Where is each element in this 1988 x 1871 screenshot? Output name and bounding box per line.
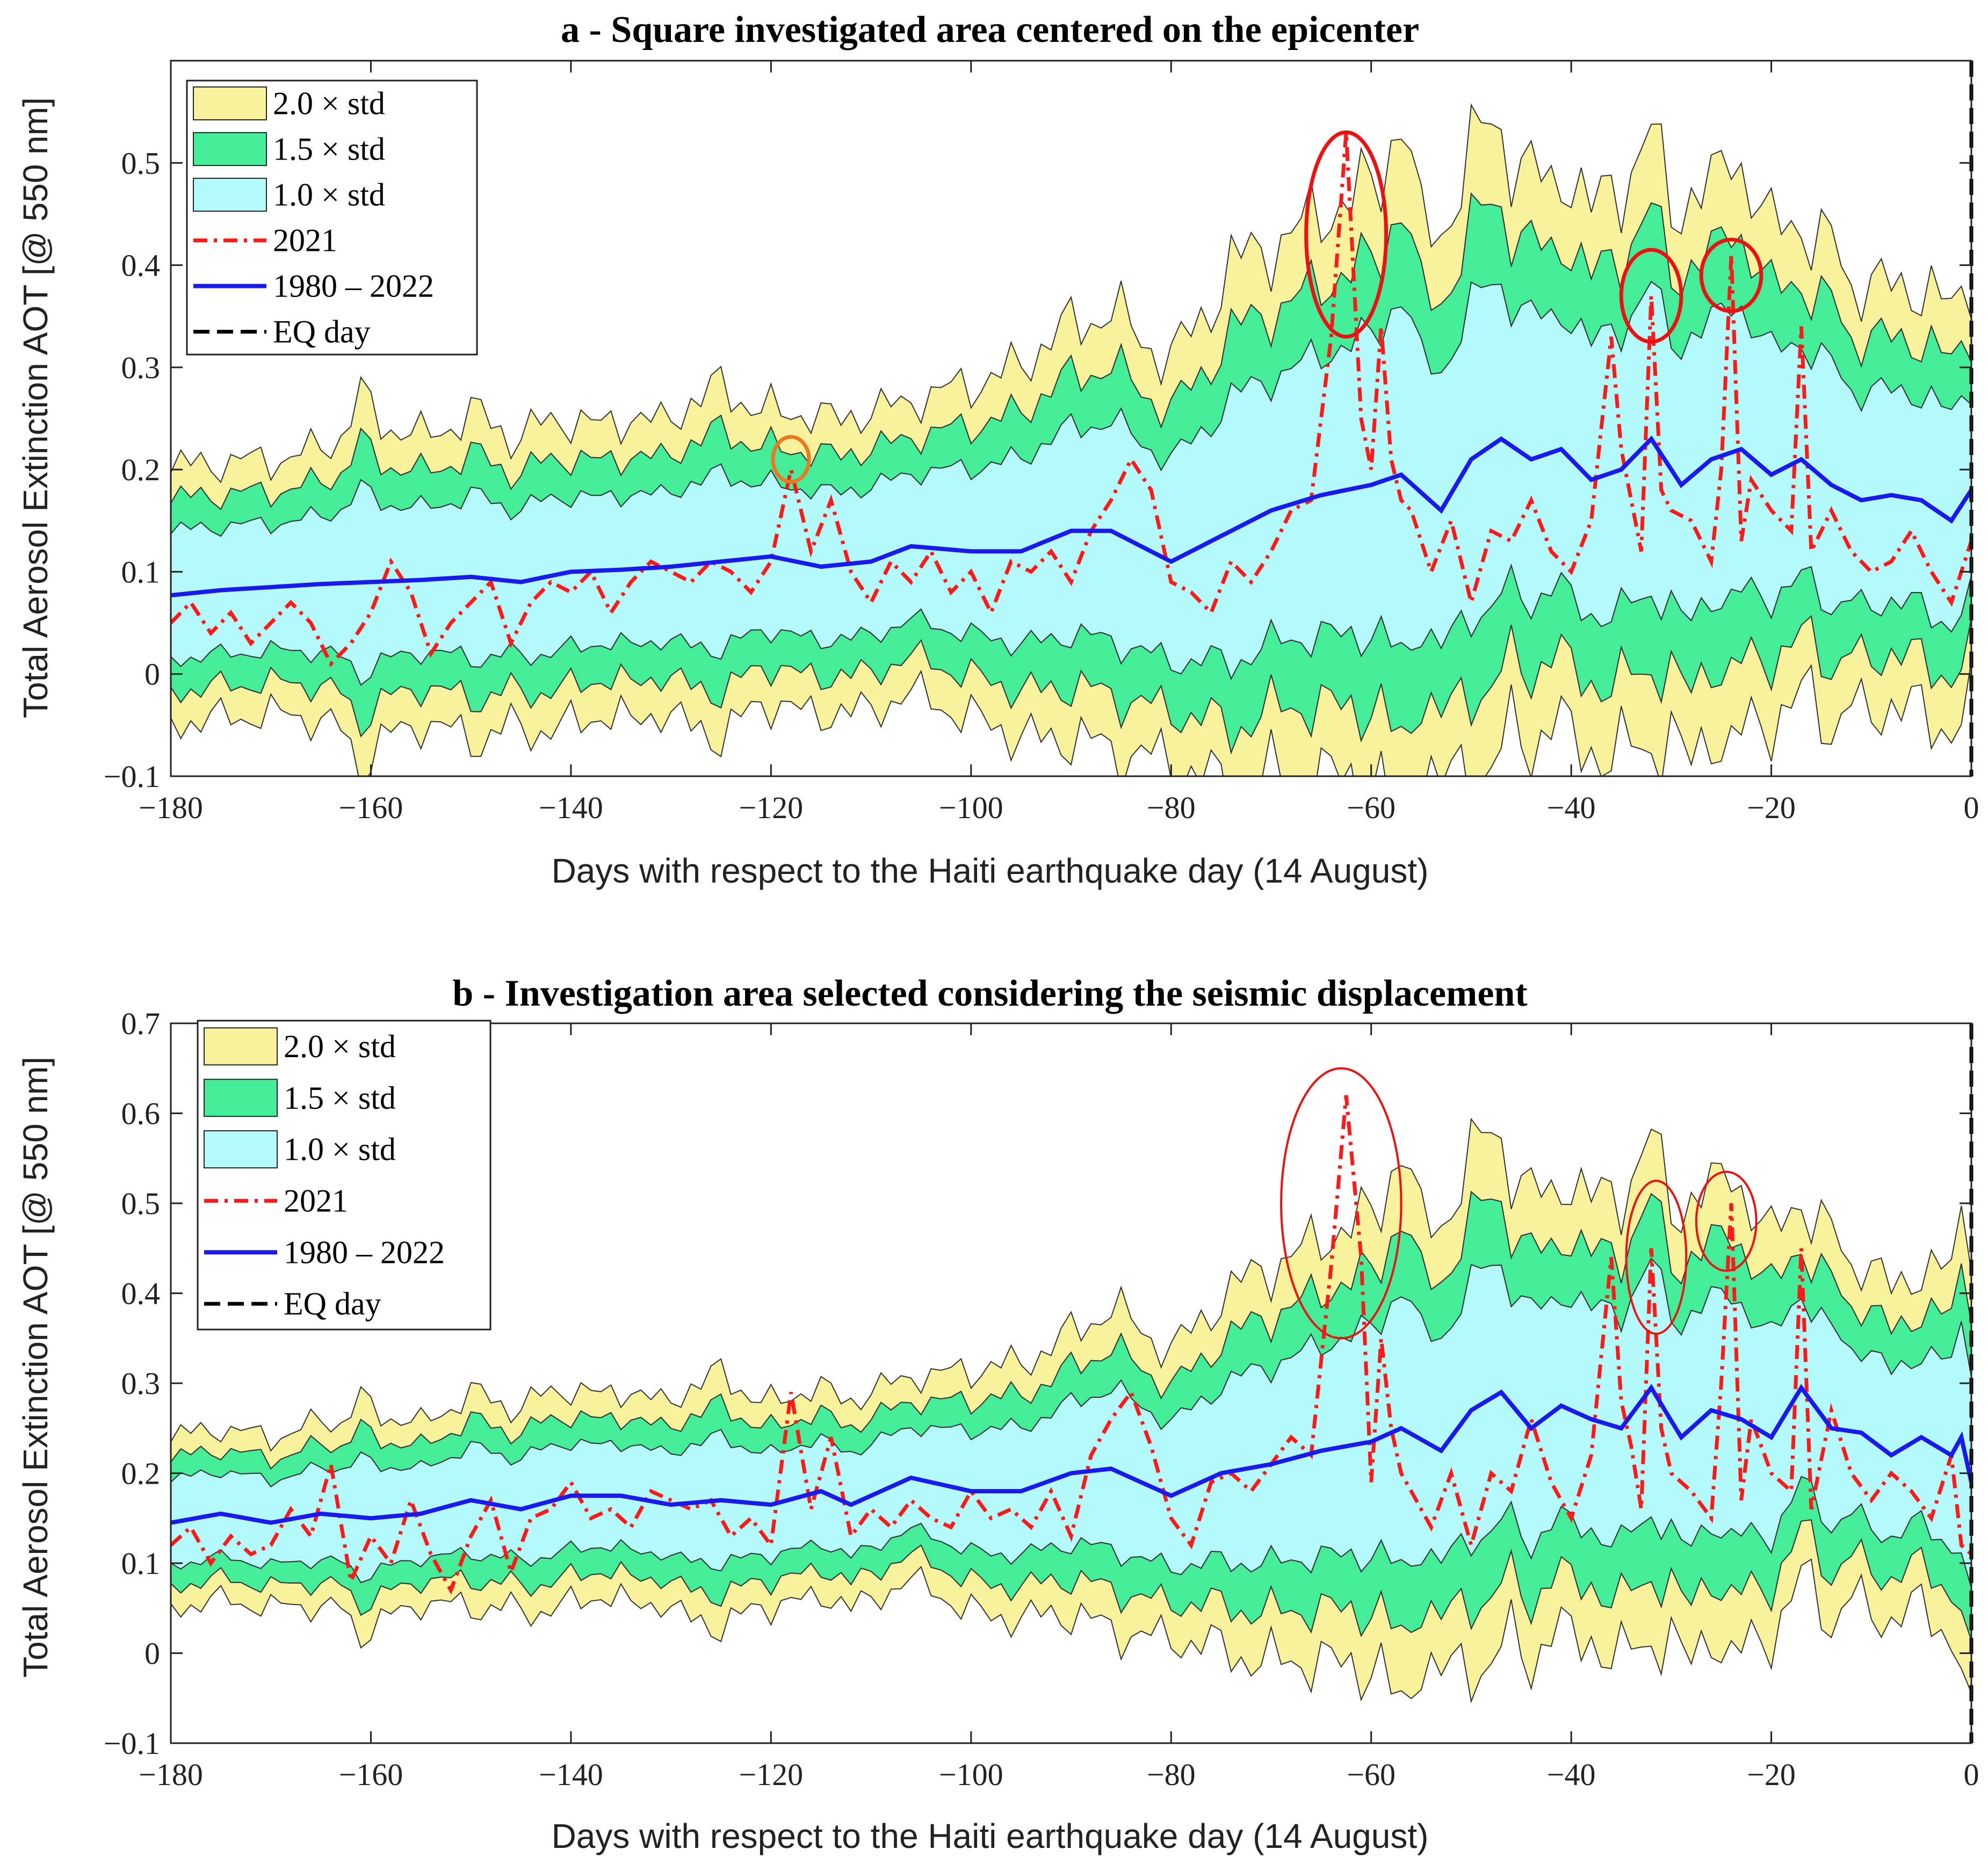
panel-a-highlight-circle-1 <box>1304 130 1389 339</box>
panel-a-legend-swatch <box>193 132 267 167</box>
panel-a-data-area <box>171 103 1971 776</box>
panel-a-title: a - Square investigated area centered on… <box>561 9 1419 50</box>
panel-b-legend-swatch <box>204 1130 278 1169</box>
panel-b-ytick-label: 0.3 <box>121 1366 161 1401</box>
panel-a-xtick-label: −120 <box>739 790 803 825</box>
panel-a-xtick-label: −20 <box>1747 790 1796 825</box>
panel-a-legend-label: 2021 <box>273 223 337 258</box>
panel-b-xtick-label: −100 <box>939 1757 1003 1792</box>
panel-b-legend-swatch <box>204 1027 278 1066</box>
panel-a-xtick-label: −40 <box>1547 790 1596 825</box>
panel-b-highlight-circle-2 <box>1625 1180 1688 1335</box>
panel-a-legend-label: 2.0 × std <box>273 86 385 121</box>
panel-a-legend-swatch <box>193 177 267 212</box>
panel-b-xtick-label: −20 <box>1747 1757 1796 1792</box>
panel-a-legend-label: 1.5 × std <box>273 132 385 167</box>
panel-b-band-1std <box>171 1258 1971 1588</box>
panel-b-ytick-label: −0.1 <box>104 1726 160 1761</box>
panel-a-xtick-label: −180 <box>139 790 203 825</box>
panel-b-legend-label: 1.5 × std <box>284 1080 396 1116</box>
panel-a-legend-label: EQ day <box>273 314 371 350</box>
panel-b-highlight-circle-3 <box>1695 1171 1758 1272</box>
panel-a-band-1std <box>171 280 1971 686</box>
panel-b-legend-label: EQ day <box>284 1286 381 1321</box>
panel-a-xtick-label: −140 <box>539 790 603 825</box>
panel-b-ytick-label: 0.6 <box>121 1096 161 1131</box>
panel-b-ytick-label: 0.2 <box>121 1456 161 1491</box>
panel-a-ytick-label: 0.4 <box>121 248 161 283</box>
panel-b-xtick-label: −40 <box>1547 1757 1596 1792</box>
panel-a-xtick-label: 0 <box>1964 790 1979 825</box>
panel-b-xtick-label: −180 <box>139 1757 203 1792</box>
panel-a-ytick-label: −0.1 <box>104 759 160 794</box>
panel-b: b - Investigation area selected consider… <box>16 973 1979 1855</box>
panel-b-legend-label: 1.0 × std <box>284 1132 396 1167</box>
panel-b-legend: 2.0 × std 1.5 × std 1.0 × std 2021 1980 – 20… <box>197 1020 491 1331</box>
panel-b-xtick-label: −80 <box>1147 1757 1196 1792</box>
panel-b-xtick-label: −120 <box>739 1757 803 1792</box>
panel-a-highlight-circle-3 <box>1699 237 1763 313</box>
panel-b-plot: −180 −160 −140 −120 −100 −80 −60 −40 −20 0 −0.1 0 0.… <box>104 1006 1979 1792</box>
panel-a-ytick-label: 0 <box>144 657 160 692</box>
panel-b-xtick-label: 0 <box>1964 1757 1979 1792</box>
panel-b-ytick-label: 0.7 <box>121 1006 161 1041</box>
panel-b-series-2021 <box>171 1095 1971 1595</box>
panel-a-legend-label: 1.0 × std <box>273 177 385 213</box>
panel-a-ytick-label: 0.5 <box>121 146 161 180</box>
panel-b-legend-label: 2.0 × std <box>284 1029 396 1064</box>
panel-a-xtick-label: −80 <box>1147 790 1196 825</box>
panel-a-series-mean <box>171 435 1971 598</box>
panel-a-plot: −180 −160 −140 −120 −100 −80 −60 −40 −20 0 −0.1 0 0.… <box>104 60 1979 825</box>
panel-b-title: b - Investigation area selected consider… <box>452 973 1527 1014</box>
panel-b-ylabel: Total Aerosol Extinction AOT [@ 550 nm] <box>16 1057 55 1678</box>
panel-b-xtick-label: −60 <box>1347 1757 1396 1792</box>
panel-a-xtick-label: −100 <box>939 790 1003 825</box>
panel-b-highlight-circle-1 <box>1280 1067 1403 1340</box>
panel-b-legend-box <box>197 1020 491 1331</box>
panel-a-axes-box <box>170 60 1972 777</box>
panel-b-ytick-label: 0.5 <box>121 1186 161 1221</box>
panel-a-ytick-label: 0.1 <box>121 554 161 589</box>
panel-b-legend-label: 1980 – 2022 <box>284 1234 445 1270</box>
panel-a-highlight-circle-2 <box>1619 248 1683 344</box>
panel-a-legend-box <box>186 80 478 356</box>
panel-b-xlabel: Days with respect to the Haiti earthquak… <box>552 1817 1429 1855</box>
panel-a-xtick-label: −160 <box>339 790 403 825</box>
panel-a-ytick-label: 0.3 <box>121 350 161 385</box>
panel-a: a - Square investigated area centered on… <box>16 9 1979 890</box>
panel-b-legend-swatch <box>204 1079 278 1117</box>
panel-a-legend-swatch <box>193 86 267 121</box>
panel-a-legend-label: 1980 – 2022 <box>273 269 434 304</box>
panel-a-xlabel: Days with respect to the Haiti earthquak… <box>552 851 1429 890</box>
panel-a-xtick-label: −60 <box>1347 790 1396 825</box>
panel-b-ytick-label: 0.4 <box>121 1276 161 1311</box>
panel-b-legend-label: 2021 <box>284 1183 348 1218</box>
panel-a-ylabel: Total Aerosol Extinction AOT [@ 550 nm] <box>16 97 55 718</box>
panel-a-highlight-circle-4 <box>771 435 811 484</box>
panel-b-ytick-label: 0.1 <box>121 1546 161 1581</box>
panel-b-xtick-label: −140 <box>539 1757 603 1792</box>
panel-b-series-mean <box>171 1384 1971 1525</box>
panel-b-data-area <box>171 1095 1971 1703</box>
panel-a-ytick-label: 0.2 <box>121 452 161 487</box>
panel-b-xtick-label: −160 <box>339 1757 403 1792</box>
panel-a-series-2021 <box>171 132 1971 667</box>
panel-a-legend: 2.0 × std 1.5 × std 1.0 × std 2021 1980 – 20… <box>186 80 478 356</box>
panel-b-ytick-label: 0 <box>144 1636 160 1671</box>
